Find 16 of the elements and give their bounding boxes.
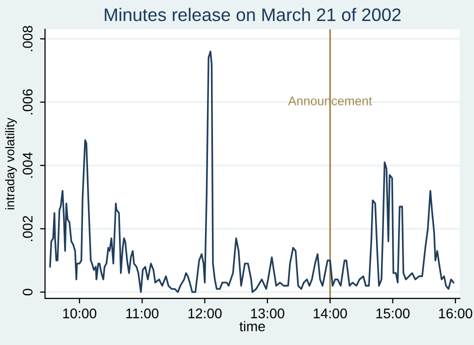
chart-title: Minutes release on March 21 of 2002	[104, 8, 401, 22]
x-tick-label: 16:00	[439, 308, 472, 318]
x-tick-label: 13:00	[251, 308, 284, 318]
x-tick-label: 15:00	[376, 308, 410, 318]
x-tick-label: 11:00	[126, 308, 158, 318]
y-tick-label: 0	[22, 288, 33, 296]
x-tick-label: 10:00	[63, 308, 96, 318]
y-tick-label: .004	[22, 152, 33, 178]
line-series	[49, 50, 454, 293]
y-tick-label: .002	[22, 216, 33, 242]
y-tick-label: .008	[22, 26, 33, 52]
x-tick-label: 12:00	[188, 308, 222, 318]
x-tick-label: 14:00	[314, 308, 347, 318]
y-axis-title: intraday volatility	[5, 118, 17, 210]
x-axis-title: time	[239, 321, 265, 332]
y-tick-label: .006	[22, 89, 33, 114]
